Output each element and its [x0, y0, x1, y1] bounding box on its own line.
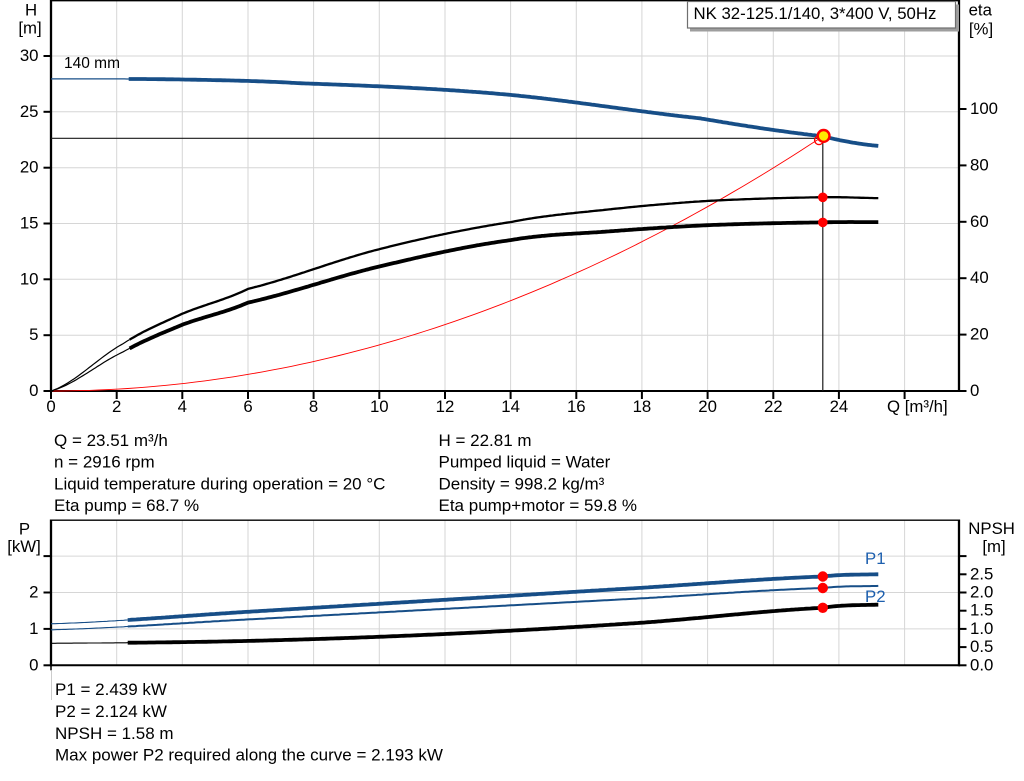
svg-text:12: 12 [436, 397, 455, 416]
svg-text:Eta pump = 68.7 %: Eta pump = 68.7 % [54, 496, 199, 515]
svg-text:1.5: 1.5 [970, 601, 993, 620]
svg-text:P2: P2 [865, 587, 886, 606]
svg-text:10: 10 [370, 397, 389, 416]
svg-text:Pumped liquid = Water: Pumped liquid = Water [439, 453, 611, 472]
svg-text:22: 22 [764, 397, 783, 416]
svg-text:140 mm: 140 mm [64, 55, 120, 72]
svg-text:Density = 998.2 kg/m³: Density = 998.2 kg/m³ [439, 474, 605, 493]
svg-text:eta: eta [969, 1, 993, 20]
svg-text:[kW]: [kW] [7, 537, 41, 556]
svg-text:[m]: [m] [982, 537, 1005, 556]
svg-text:2: 2 [29, 583, 38, 602]
svg-text:Q = 23.51 m³/h: Q = 23.51 m³/h [54, 431, 168, 450]
svg-text:0: 0 [29, 381, 38, 400]
svg-text:1: 1 [29, 619, 38, 638]
svg-text:P2 = 2.124 kW: P2 = 2.124 kW [55, 702, 167, 721]
svg-text:n = 2916 rpm: n = 2916 rpm [54, 453, 155, 472]
svg-text:80: 80 [970, 155, 989, 174]
svg-text:2: 2 [112, 397, 121, 416]
svg-text:0: 0 [970, 381, 979, 400]
svg-text:P: P [19, 520, 30, 539]
svg-text:14: 14 [501, 397, 520, 416]
svg-text:P1: P1 [865, 549, 886, 568]
svg-text:Liquid temperature during oper: Liquid temperature during operation = 20… [54, 474, 385, 493]
svg-text:20: 20 [970, 325, 989, 344]
svg-text:Q [m³/h]: Q [m³/h] [887, 397, 948, 416]
svg-text:20: 20 [20, 158, 39, 177]
svg-text:4: 4 [178, 397, 187, 416]
svg-text:40: 40 [970, 268, 989, 287]
svg-text:18: 18 [633, 397, 652, 416]
svg-text:1.0: 1.0 [970, 619, 993, 638]
svg-text:NPSH: NPSH [968, 519, 1015, 538]
svg-text:60: 60 [970, 212, 989, 231]
svg-text:Max power P2 required along th: Max power P2 required along the curve = … [55, 746, 443, 765]
svg-text:10: 10 [20, 269, 39, 288]
svg-text:Eta pump+motor = 59.8 %: Eta pump+motor = 59.8 % [439, 496, 637, 515]
svg-text:0: 0 [46, 397, 55, 416]
svg-text:16: 16 [567, 397, 586, 416]
svg-text:0.5: 0.5 [970, 637, 993, 656]
svg-text:2.0: 2.0 [970, 583, 993, 602]
svg-text:5: 5 [29, 325, 38, 344]
svg-text:0.0: 0.0 [970, 655, 993, 674]
svg-text:NK 32-125.1/140, 3*400 V, 50Hz: NK 32-125.1/140, 3*400 V, 50Hz [694, 4, 937, 23]
svg-text:0: 0 [29, 655, 38, 674]
svg-text:25: 25 [20, 102, 39, 121]
svg-text:NPSH = 1.58 m: NPSH = 1.58 m [55, 724, 174, 743]
svg-text:2.5: 2.5 [970, 564, 993, 583]
svg-text:[%]: [%] [969, 20, 993, 39]
svg-text:20: 20 [698, 397, 717, 416]
svg-text:[m]: [m] [18, 19, 41, 38]
svg-text:H = 22.81 m: H = 22.81 m [439, 431, 532, 450]
svg-text:H: H [25, 1, 37, 20]
svg-text:15: 15 [20, 214, 39, 233]
svg-text:30: 30 [20, 46, 39, 65]
svg-text:8: 8 [309, 397, 318, 416]
svg-text:6: 6 [243, 397, 252, 416]
svg-text:P1 = 2.439 kW: P1 = 2.439 kW [55, 680, 167, 699]
svg-text:24: 24 [830, 397, 849, 416]
svg-text:100: 100 [970, 99, 998, 118]
